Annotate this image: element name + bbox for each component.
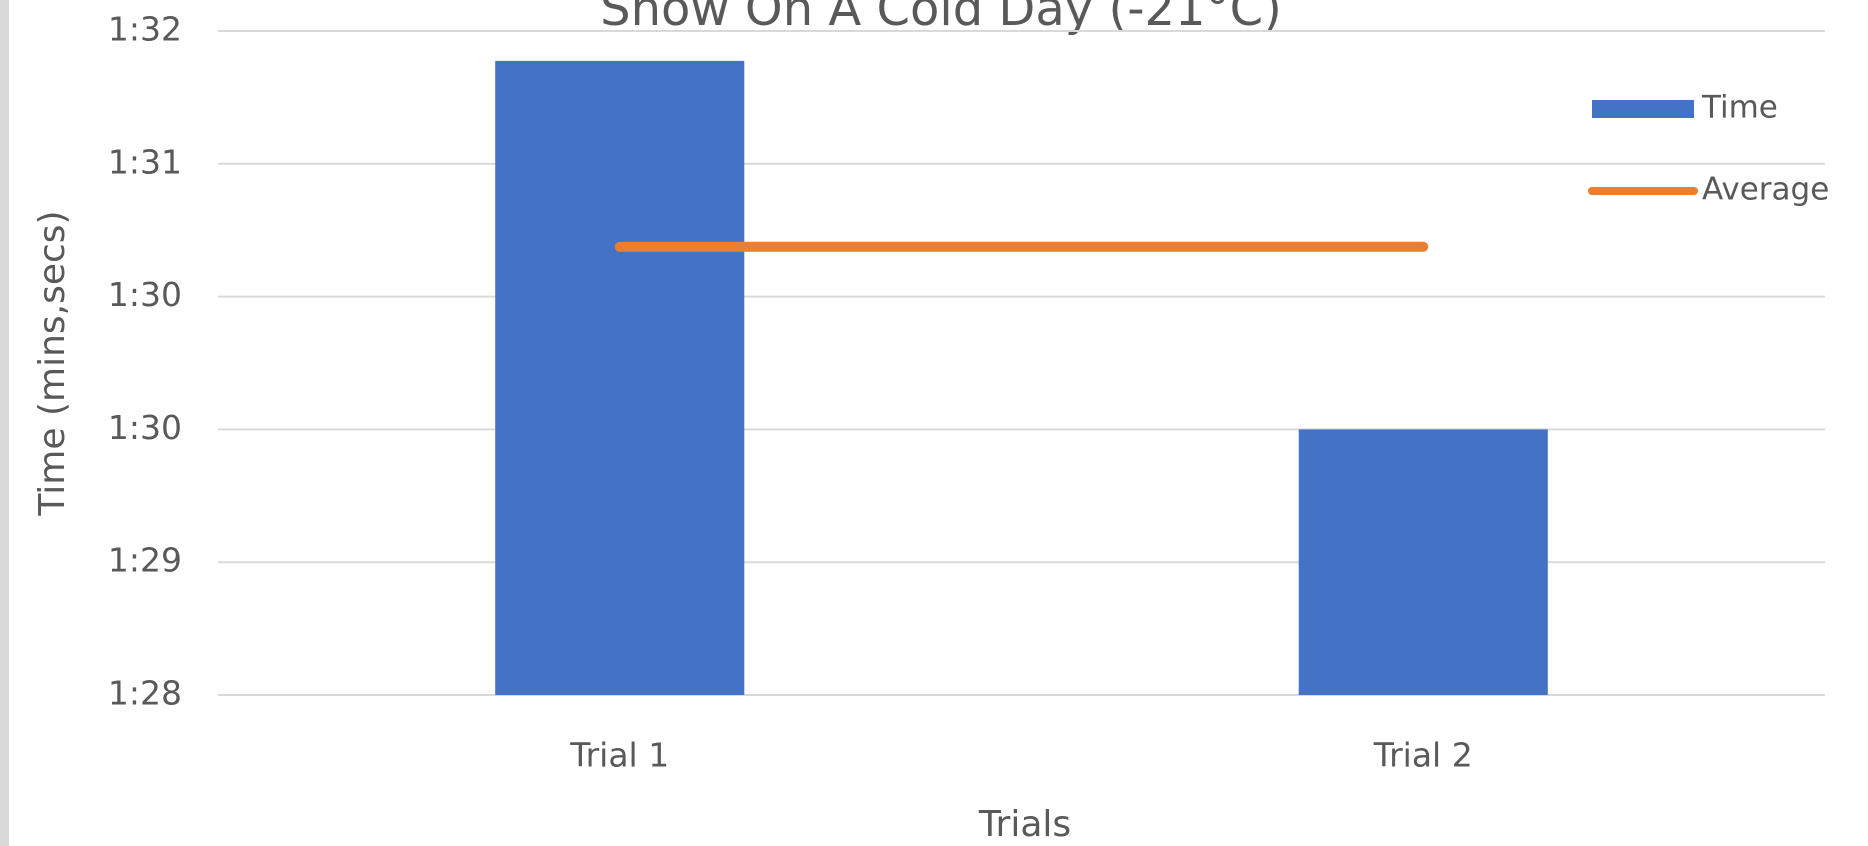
y-tick-label: 1:30 <box>108 408 182 447</box>
window-edge <box>0 0 9 846</box>
x-tick-label: Trial 2 <box>1373 736 1473 775</box>
y-tick-label: 1:30 <box>108 275 182 314</box>
legend-swatch <box>1592 100 1694 118</box>
y-tick-label: 1:28 <box>108 674 182 713</box>
legend-label: Time <box>1701 90 1778 126</box>
y-tick-label: 1:31 <box>108 142 182 181</box>
x-axis-title: Trials <box>978 804 1071 845</box>
y-axis-title: Time (mins,secs) <box>32 210 73 516</box>
bar <box>495 60 745 695</box>
x-tick-label: Trial 1 <box>569 736 669 775</box>
legend-label: Average <box>1702 172 1829 208</box>
y-tick-label: 1:32 <box>108 10 182 49</box>
bar <box>1298 429 1548 695</box>
y-tick-label: 1:29 <box>108 541 182 580</box>
